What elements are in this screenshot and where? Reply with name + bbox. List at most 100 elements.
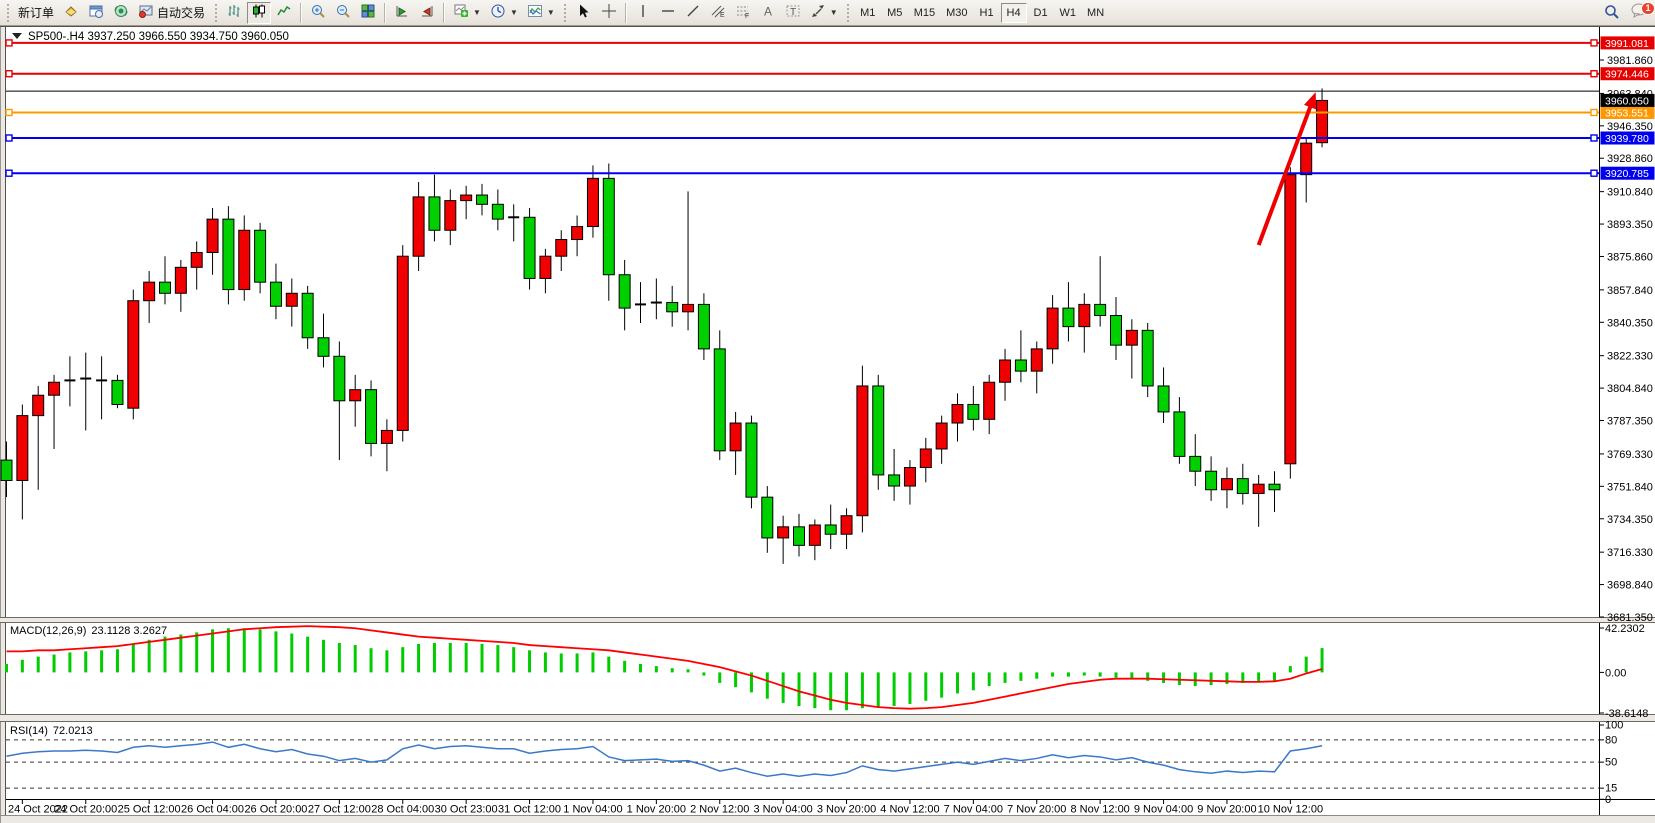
candlestick-chart-button[interactable] — [247, 1, 272, 24]
chart-shift-right-button[interactable] — [415, 2, 439, 24]
price-tick-label: 3769.330 — [1607, 449, 1653, 461]
line-handle[interactable] — [1590, 169, 1598, 177]
symbol-dropdown-icon[interactable] — [12, 33, 22, 39]
line-handle[interactable] — [5, 39, 13, 47]
line-handle[interactable] — [1590, 134, 1598, 142]
candle — [1220, 467, 1233, 509]
candle — [1300, 137, 1313, 203]
indicators-button[interactable]: ▼ — [523, 2, 559, 24]
candle — [1284, 167, 1297, 479]
candle-body — [476, 194, 488, 205]
candle-body — [745, 422, 758, 498]
price-tick-label: 3857.840 — [1607, 285, 1653, 297]
line-handle[interactable] — [1590, 39, 1598, 47]
chart-plot-bg[interactable] — [6, 27, 1600, 815]
rsi-label: RSI(14) 72.0213 — [10, 725, 93, 737]
new-order-button[interactable]: 新订单 — [14, 2, 58, 24]
line-handle[interactable] — [5, 169, 13, 177]
price-axis-bg[interactable] — [1600, 27, 1655, 815]
candle — [1157, 367, 1170, 424]
trend-arrow-head[interactable] — [1304, 92, 1317, 110]
timeframe-button-w1[interactable]: W1 — [1059, 6, 1077, 19]
toolbar-separator — [384, 2, 387, 23]
annotations-layer[interactable] — [1256, 92, 1317, 246]
text-button[interactable]: A — [756, 2, 780, 24]
line-handle[interactable] — [5, 70, 13, 78]
charts-profile-button[interactable] — [59, 2, 83, 24]
time-tick-label: 1 Nov 20:00 — [627, 804, 686, 816]
chart-area[interactable]: 3981.8603963.8403946.3503928.8603910.840… — [0, 26, 1655, 823]
crosshair-button[interactable] — [597, 2, 621, 24]
timeframe-button-mn[interactable]: MN — [1087, 6, 1105, 19]
arrow-objects-button[interactable]: ▼ — [806, 2, 842, 24]
timeframe-button-d1[interactable]: D1 — [1033, 6, 1048, 19]
equidistant-channel-button[interactable]: E — [706, 2, 730, 24]
candlestick-chart-icon — [251, 3, 267, 22]
panel-splitter[interactable] — [0, 714, 1655, 722]
market-watch-button[interactable] — [109, 2, 133, 24]
toolbar-grip[interactable] — [845, 2, 851, 23]
candle — [317, 313, 330, 368]
horizontal-line-button[interactable] — [656, 2, 680, 24]
bar-chart-button[interactable] — [222, 2, 246, 24]
candle-body — [888, 474, 901, 487]
line-chart-button[interactable] — [272, 2, 296, 24]
search-button[interactable] — [1599, 2, 1624, 24]
fibonacci-button[interactable]: F — [731, 2, 755, 24]
new-window-button[interactable] — [84, 2, 108, 24]
time-tick-label: 3 Nov 04:00 — [753, 804, 812, 816]
candle — [523, 208, 536, 290]
period-button[interactable]: ▼ — [486, 2, 522, 24]
candle-body — [840, 515, 853, 535]
price-line-badge-label: 3974.446 — [1605, 69, 1649, 81]
timeframe-button-m30[interactable]: M30 — [946, 6, 968, 19]
candle-body — [1189, 455, 1202, 472]
candle — [508, 204, 520, 242]
chart-shift-left-icon — [394, 3, 410, 22]
line-handle[interactable] — [5, 108, 13, 117]
price-lines-layer[interactable] — [5, 39, 1599, 177]
autotrade-button[interactable]: 自动交易 — [134, 2, 209, 24]
rsi-line — [6, 741, 1323, 778]
toolbar-grip[interactable] — [5, 2, 10, 23]
price-line-badge — [1600, 131, 1655, 145]
candle-body — [999, 359, 1012, 383]
chart-caption: SP500-.H4 3937.250 3966.550 3934.750 396… — [12, 31, 289, 43]
panel-splitter[interactable] — [0, 617, 1655, 623]
line-handle[interactable] — [5, 134, 13, 142]
toolbar-grip[interactable] — [562, 2, 568, 23]
vertical-line-button[interactable] — [631, 2, 655, 24]
timeframe-button-m5[interactable]: M5 — [887, 6, 903, 19]
chevron-down-icon: ▼ — [546, 8, 555, 17]
text-label-button[interactable]: T — [781, 2, 805, 24]
line-handle[interactable] — [1590, 70, 1598, 78]
candle-body — [1141, 329, 1154, 387]
candle-body — [1316, 99, 1329, 144]
chat-button[interactable]: 1 — [1625, 1, 1655, 24]
toolbar-grip[interactable] — [213, 2, 219, 23]
cursor-button[interactable] — [572, 2, 596, 24]
price-line-badge — [1600, 166, 1655, 180]
chart-shift-left-button[interactable] — [390, 2, 414, 24]
new-chart-button[interactable]: ▼ — [449, 2, 485, 24]
candle-body — [491, 203, 504, 220]
timeframe-button-m1[interactable]: M1 — [860, 6, 876, 19]
candle — [380, 419, 393, 472]
line-handle[interactable] — [1590, 108, 1598, 117]
candle-body — [682, 303, 695, 313]
trend-arrow-shaft[interactable] — [1256, 102, 1314, 246]
timeframe-button-h4[interactable]: H4 — [1000, 2, 1027, 23]
candle — [586, 165, 599, 238]
timeframe-button-h1[interactable]: H1 — [979, 6, 994, 19]
trendline-button[interactable] — [681, 2, 705, 24]
zoom-out-button[interactable] — [331, 2, 355, 24]
zoom-in-button[interactable] — [306, 2, 330, 24]
candle — [1125, 319, 1138, 379]
candle-body — [983, 381, 996, 420]
candle-body — [618, 274, 631, 309]
candle — [365, 380, 378, 457]
timeframe-button-m15[interactable]: M15 — [913, 6, 936, 19]
tile-windows-button[interactable] — [356, 2, 380, 24]
time-tick-label: 4 Nov 12:00 — [880, 804, 939, 816]
candle-body — [1094, 303, 1107, 317]
